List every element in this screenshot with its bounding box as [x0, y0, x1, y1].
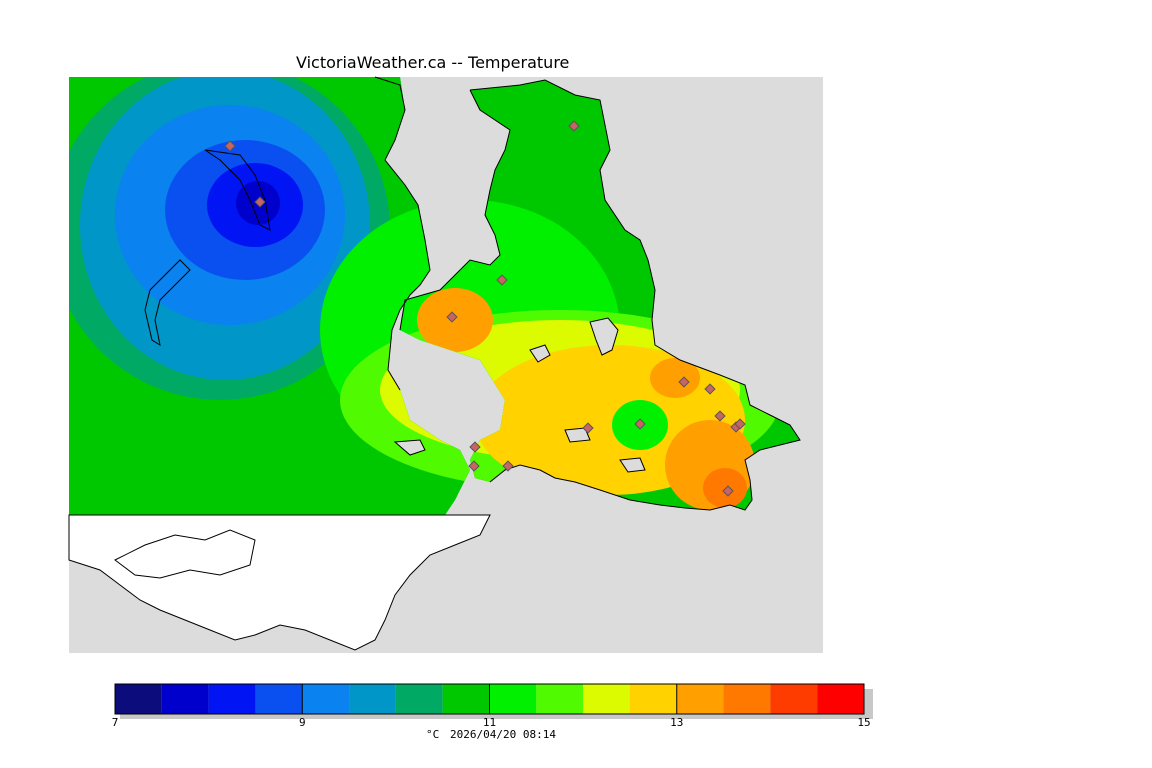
station-marker: [496, 274, 508, 286]
station-marker: [502, 460, 514, 472]
station-marker: [704, 383, 716, 395]
station-marker: [678, 376, 690, 388]
legend-unit: °C: [426, 728, 439, 741]
legend-bin: [302, 684, 350, 714]
legend-tick-label: 9: [299, 716, 306, 729]
legend-bins: [115, 684, 864, 714]
legend-bin: [629, 684, 677, 714]
station-marker: [446, 311, 458, 323]
coastline-mainland-west: [374, 76, 431, 391]
legend-bin: [442, 684, 490, 714]
legend-bin: [817, 684, 864, 714]
inlet-lakes: [393, 317, 646, 473]
contour-band-10: [417, 288, 493, 352]
station-marker: [469, 441, 481, 453]
legend-bin: [536, 684, 584, 714]
station-marker: [722, 485, 734, 497]
legend-bin: [349, 684, 396, 714]
legend-bin: [583, 684, 630, 714]
coastline-peninsula: [469, 79, 801, 511]
legend-timestamp: 2026/04/20 08:14: [450, 728, 556, 741]
legend-tick-label: 13: [670, 716, 683, 729]
legend-tick-label: 7: [112, 716, 119, 729]
legend-bin: [676, 684, 724, 714]
weather-stations: [224, 120, 746, 497]
legend-bin: [115, 684, 162, 714]
legend-ticks: 7 9 11 13 15: [112, 684, 871, 729]
station-marker: [714, 410, 726, 422]
legend-bin: [770, 684, 818, 714]
station-marker: [468, 460, 480, 472]
station-marker: [734, 418, 746, 430]
coastline-peninsula-west: [399, 89, 511, 331]
island-west-inlet: [144, 149, 271, 347]
lower-coast-detail: [114, 529, 256, 579]
legend-bin: [489, 684, 537, 714]
map-title: VictoriaWeather.ca -- Temperature: [296, 53, 570, 72]
legend-bin: [161, 684, 209, 714]
station-marker: [634, 418, 646, 430]
legend-tick-label: 15: [857, 716, 870, 729]
contour-band-11: [650, 358, 700, 398]
legend-bin: [723, 684, 771, 714]
station-marker: [224, 140, 236, 152]
legend-bin: [208, 684, 256, 714]
legend-bin: [395, 684, 443, 714]
legend-tick-label: 11: [483, 716, 496, 729]
contour-band-13: [703, 468, 747, 508]
station-marker: [254, 196, 266, 208]
station-marker: [568, 120, 580, 132]
legend-bin: [255, 684, 303, 714]
station-marker: [582, 422, 594, 434]
